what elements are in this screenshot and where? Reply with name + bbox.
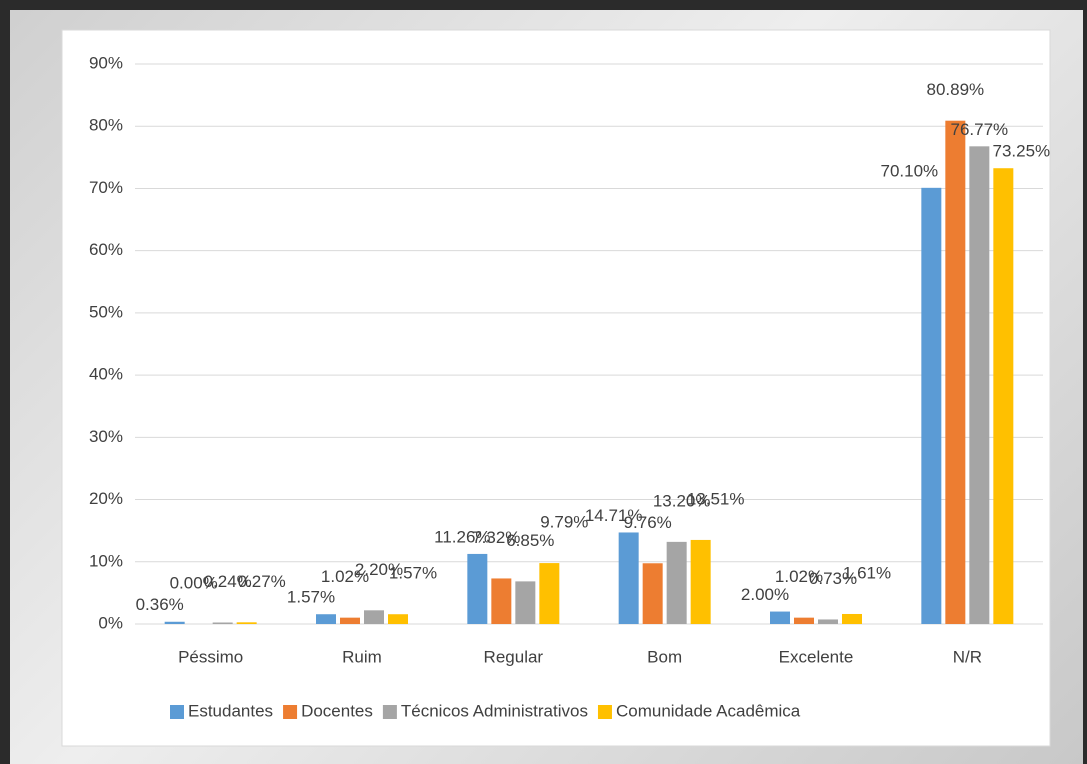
bar bbox=[642, 563, 663, 624]
x-tick-label: Excelente bbox=[779, 647, 854, 666]
legend-swatch bbox=[170, 705, 184, 719]
y-tick-label: 20% bbox=[89, 489, 123, 508]
bar bbox=[316, 614, 336, 624]
bar bbox=[945, 120, 966, 624]
data-label: 6.85% bbox=[506, 531, 554, 550]
bar bbox=[539, 563, 560, 624]
bar bbox=[212, 622, 233, 624]
bar bbox=[969, 146, 990, 624]
data-label: 9.79% bbox=[540, 513, 588, 532]
data-label: 13.20% bbox=[653, 491, 711, 510]
x-tick-label: Ruim bbox=[342, 647, 382, 666]
bar bbox=[364, 610, 384, 624]
bar bbox=[164, 621, 185, 624]
data-label: 1.57% bbox=[389, 564, 437, 583]
data-label: 1.57% bbox=[287, 588, 335, 607]
data-label: 7.32% bbox=[472, 528, 520, 547]
y-tick-label: 0% bbox=[98, 613, 123, 632]
bar bbox=[618, 532, 639, 624]
data-label: 14.71% bbox=[585, 506, 643, 525]
x-tick-label: Regular bbox=[484, 647, 544, 666]
bar bbox=[340, 617, 360, 624]
y-tick-label: 10% bbox=[89, 551, 123, 570]
x-tick-label: N/R bbox=[953, 647, 982, 666]
data-label: 1.02% bbox=[775, 567, 823, 586]
data-label: 0.27% bbox=[238, 572, 286, 591]
y-tick-label: 70% bbox=[89, 178, 123, 197]
data-label: 76.77% bbox=[950, 120, 1008, 139]
data-label: 1.61% bbox=[843, 563, 891, 582]
bar bbox=[993, 168, 1014, 624]
y-tick-label: 50% bbox=[89, 302, 123, 321]
data-label: 0.36% bbox=[136, 595, 184, 614]
data-label: 9.76% bbox=[624, 513, 672, 532]
legend-label: Estudantes bbox=[188, 701, 273, 720]
chart-area bbox=[61, 29, 1051, 747]
data-label: 13.51% bbox=[687, 489, 745, 508]
bar bbox=[818, 619, 838, 624]
y-tick-label: 60% bbox=[89, 240, 123, 259]
legend-swatch bbox=[283, 705, 298, 719]
y-tick-label: 90% bbox=[89, 53, 123, 72]
bar bbox=[491, 578, 512, 624]
x-tick-label: Péssimo bbox=[178, 647, 243, 666]
legend-swatch bbox=[597, 705, 612, 719]
bar bbox=[388, 614, 408, 624]
legend-swatch bbox=[382, 705, 397, 719]
bar bbox=[467, 553, 488, 624]
data-label: 1.02% bbox=[321, 567, 369, 586]
data-label: 2.20% bbox=[355, 560, 403, 579]
bar bbox=[690, 539, 711, 624]
y-tick-label: 30% bbox=[89, 427, 123, 446]
data-label: 2.00% bbox=[741, 585, 789, 604]
legend-label: Docentes bbox=[301, 701, 373, 720]
data-label: 11.26% bbox=[434, 527, 490, 546]
legend-label: Técnicos Administrativos bbox=[401, 701, 588, 720]
data-label: 80.89% bbox=[926, 80, 984, 99]
bar bbox=[515, 581, 536, 624]
data-label: 73.25% bbox=[992, 142, 1050, 161]
bar bbox=[921, 187, 942, 625]
y-tick-label: 40% bbox=[89, 365, 123, 384]
legend-label: Comunidade Acadêmica bbox=[616, 701, 801, 720]
bar bbox=[794, 617, 814, 624]
bar bbox=[666, 541, 687, 624]
y-tick-label: 80% bbox=[89, 116, 123, 135]
data-label: 0.73% bbox=[809, 569, 857, 588]
bar bbox=[236, 622, 257, 624]
data-label: 0.24% bbox=[204, 572, 252, 591]
data-label: 0.00% bbox=[170, 573, 218, 592]
bar bbox=[770, 611, 790, 624]
x-tick-label: Bom bbox=[647, 647, 682, 666]
data-label: 70.10% bbox=[880, 161, 938, 180]
bar bbox=[842, 613, 862, 624]
